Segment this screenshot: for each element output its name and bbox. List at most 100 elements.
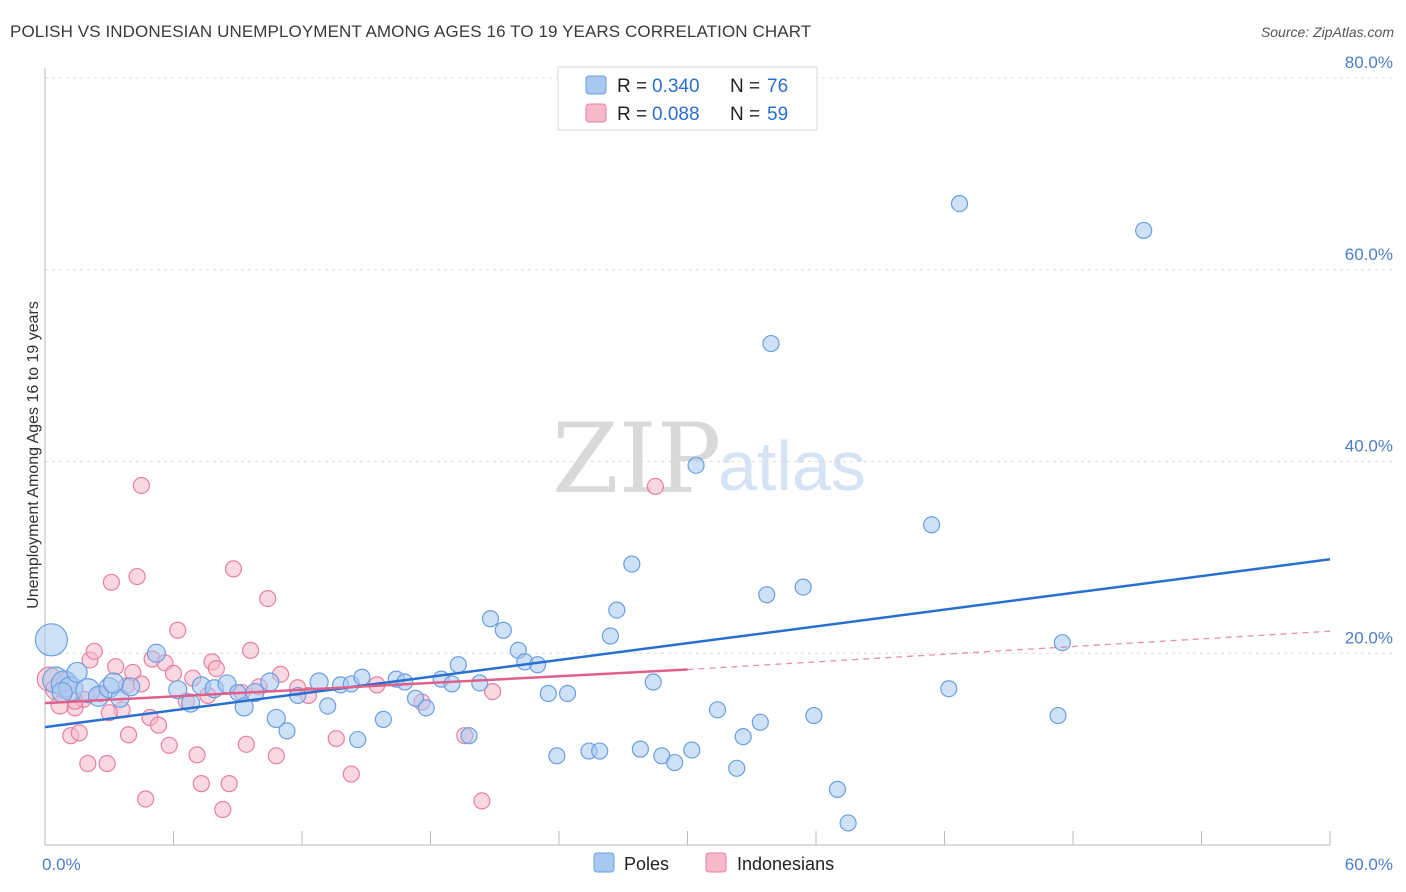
bottom-legend-swatch-poles (593, 852, 615, 873)
legend-poles-r-label: R = (617, 76, 647, 97)
pole-point-74 (51, 681, 73, 704)
trend-lines (44, 558, 1331, 729)
legend-indonesians-r-label: R = (617, 104, 647, 125)
pole-point-71 (1049, 706, 1067, 725)
y-tick-label-80: 80.0% (1345, 53, 1393, 72)
indonesian-point-40 (242, 641, 260, 659)
pole-point-49 (601, 627, 620, 645)
indonesian-point-34 (207, 659, 225, 678)
series-indonesians (36, 476, 664, 819)
pole-point-73 (1135, 221, 1153, 240)
pole-point-56 (687, 456, 705, 474)
indonesian-point-48 (342, 765, 360, 783)
pole-point-9 (121, 677, 141, 697)
legend-swatch-poles (585, 75, 607, 95)
indonesian-point-25 (160, 736, 178, 754)
bottom-legend-label-indonesians: Indonesians (737, 854, 834, 874)
pole-point-43 (528, 656, 547, 674)
pole-point-69 (940, 680, 958, 698)
x-tick-label-0: 0.0% (42, 855, 81, 874)
pole-point-60 (734, 728, 752, 746)
indonesian-point-43 (267, 747, 285, 765)
pole-point-45 (548, 747, 566, 765)
indonesian-trend-extension (687, 630, 1331, 671)
pole-point-38 (471, 674, 489, 692)
indonesian-point-52 (473, 792, 491, 810)
pole-point-28 (353, 668, 371, 686)
indonesian-point-54 (646, 477, 664, 496)
legend-poles-n-label: N = (730, 76, 760, 97)
pole-point-57 (683, 741, 701, 759)
pole-point-35 (443, 675, 461, 693)
pole-point-72 (1053, 634, 1071, 652)
source-label: Source: ZipAtlas.com (1260, 24, 1394, 40)
pole-point-50 (608, 601, 626, 619)
legend-swatch-indonesians (585, 103, 607, 123)
pole-point-21 (278, 722, 296, 740)
pole-point-59 (728, 759, 746, 777)
y-tick-label-20: 20.0% (1345, 628, 1393, 647)
legend-indonesians-n-label: N = (730, 104, 760, 125)
pole-point-36 (449, 656, 467, 674)
pole-point-32 (406, 689, 425, 707)
indonesian-point-31 (192, 775, 210, 793)
pole-point-44 (539, 684, 557, 703)
pole-point-37 (460, 727, 478, 745)
pole-point-0 (34, 623, 69, 657)
watermark: ZIP atlas (552, 403, 866, 515)
bottom-legend: Poles Indonesians (593, 852, 834, 874)
indonesian-point-11 (98, 754, 116, 773)
x-tick-label-60: 60.0% (1345, 855, 1393, 874)
gridlines: 20.0% 40.0% 60.0% 80.0% (45, 53, 1393, 654)
pole-point-65 (805, 706, 823, 725)
axes: 0.0% 60.0% (42, 68, 1393, 874)
indonesian-point-36 (220, 775, 238, 793)
indonesian-point-37 (224, 560, 243, 578)
bottom-legend-label-poles: Poles (624, 854, 669, 874)
pole-point-29 (374, 710, 392, 729)
pole-point-39 (481, 610, 500, 628)
indonesian-point-53 (484, 682, 502, 701)
y-tick-label-40: 40.0% (1345, 437, 1393, 456)
indonesian-point-56 (79, 754, 97, 773)
pole-point-66 (828, 780, 847, 798)
indonesian-point-30 (188, 746, 206, 764)
indonesian-point-16 (119, 726, 138, 744)
legend-poles-r-value: 0.340 (652, 76, 700, 97)
indonesian-point-58 (100, 704, 118, 722)
legend: R = 0.340 N = 76 R = 0.088 N = 59 (557, 66, 818, 131)
pole-point-10 (146, 643, 166, 663)
pole-point-33 (417, 699, 435, 717)
pole-point-4 (66, 661, 88, 684)
indonesian-point-27 (169, 621, 187, 639)
pole-point-68 (923, 516, 941, 534)
pole-point-53 (644, 673, 662, 691)
pole-point-51 (623, 555, 641, 573)
pole-point-67 (839, 814, 857, 832)
indonesian-point-47 (327, 729, 345, 748)
pole-point-40 (494, 621, 512, 639)
indonesian-point-6 (70, 724, 88, 742)
watermark-atlas: atlas (718, 427, 866, 505)
chart-title: POLISH VS INDONESIAN UNEMPLOYMENT AMONG … (10, 22, 812, 41)
bottom-legend-swatch-indonesians (705, 852, 727, 873)
indonesian-point-13 (107, 658, 125, 676)
legend-poles-n-value: 76 (767, 76, 788, 97)
legend-indonesians-n-value: 59 (767, 104, 788, 125)
y-axis-label: Unemployment Among Ages 16 to 19 years (25, 301, 42, 609)
pole-point-48 (591, 742, 609, 760)
pole-point-27 (349, 730, 367, 749)
indonesian-point-35 (214, 800, 232, 819)
pole-point-61 (751, 713, 769, 731)
pole-point-63 (762, 334, 780, 353)
pole-point-52 (631, 740, 649, 758)
pole-point-62 (758, 586, 776, 604)
pole-point-55 (666, 753, 684, 772)
pole-trend-line (44, 558, 1331, 729)
indonesian-trend-line (44, 668, 688, 705)
pole-point-64 (794, 578, 812, 596)
indonesian-point-23 (149, 716, 168, 734)
pole-point-24 (319, 697, 337, 715)
indonesian-point-42 (259, 590, 277, 608)
